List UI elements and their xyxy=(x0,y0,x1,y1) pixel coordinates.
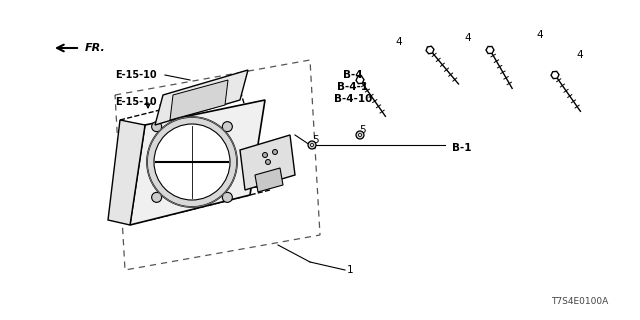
Circle shape xyxy=(152,192,162,202)
Polygon shape xyxy=(426,46,434,54)
Circle shape xyxy=(147,117,237,207)
Circle shape xyxy=(273,149,278,155)
Text: B-4
B-4-1
B-4-10: B-4 B-4-1 B-4-10 xyxy=(334,70,372,104)
Polygon shape xyxy=(155,70,248,125)
Polygon shape xyxy=(356,76,364,84)
Text: 4: 4 xyxy=(577,50,583,60)
Text: 4: 4 xyxy=(396,37,403,47)
Polygon shape xyxy=(240,135,295,190)
Polygon shape xyxy=(255,168,283,192)
Text: T7S4E0100A: T7S4E0100A xyxy=(552,298,609,307)
Polygon shape xyxy=(486,46,494,53)
Text: 5: 5 xyxy=(312,135,318,145)
Circle shape xyxy=(222,192,232,202)
Circle shape xyxy=(310,143,314,147)
Circle shape xyxy=(266,159,271,164)
Circle shape xyxy=(262,153,268,157)
Circle shape xyxy=(152,122,162,132)
Text: E-15-10: E-15-10 xyxy=(115,70,157,80)
Circle shape xyxy=(154,124,230,200)
Polygon shape xyxy=(170,80,228,120)
Polygon shape xyxy=(130,100,265,225)
Text: E-15-10: E-15-10 xyxy=(115,97,157,107)
Text: 2: 2 xyxy=(252,180,259,190)
Text: 3: 3 xyxy=(249,167,255,177)
Text: 4: 4 xyxy=(465,33,471,43)
Text: FR.: FR. xyxy=(85,43,106,53)
Text: 4: 4 xyxy=(537,30,543,40)
Circle shape xyxy=(222,122,232,132)
Text: B-1: B-1 xyxy=(452,143,472,153)
Circle shape xyxy=(356,131,364,139)
Circle shape xyxy=(308,141,316,149)
Circle shape xyxy=(358,133,362,137)
Polygon shape xyxy=(551,71,559,79)
Text: 5: 5 xyxy=(358,125,365,135)
Text: 1: 1 xyxy=(347,265,353,275)
Polygon shape xyxy=(108,120,145,225)
